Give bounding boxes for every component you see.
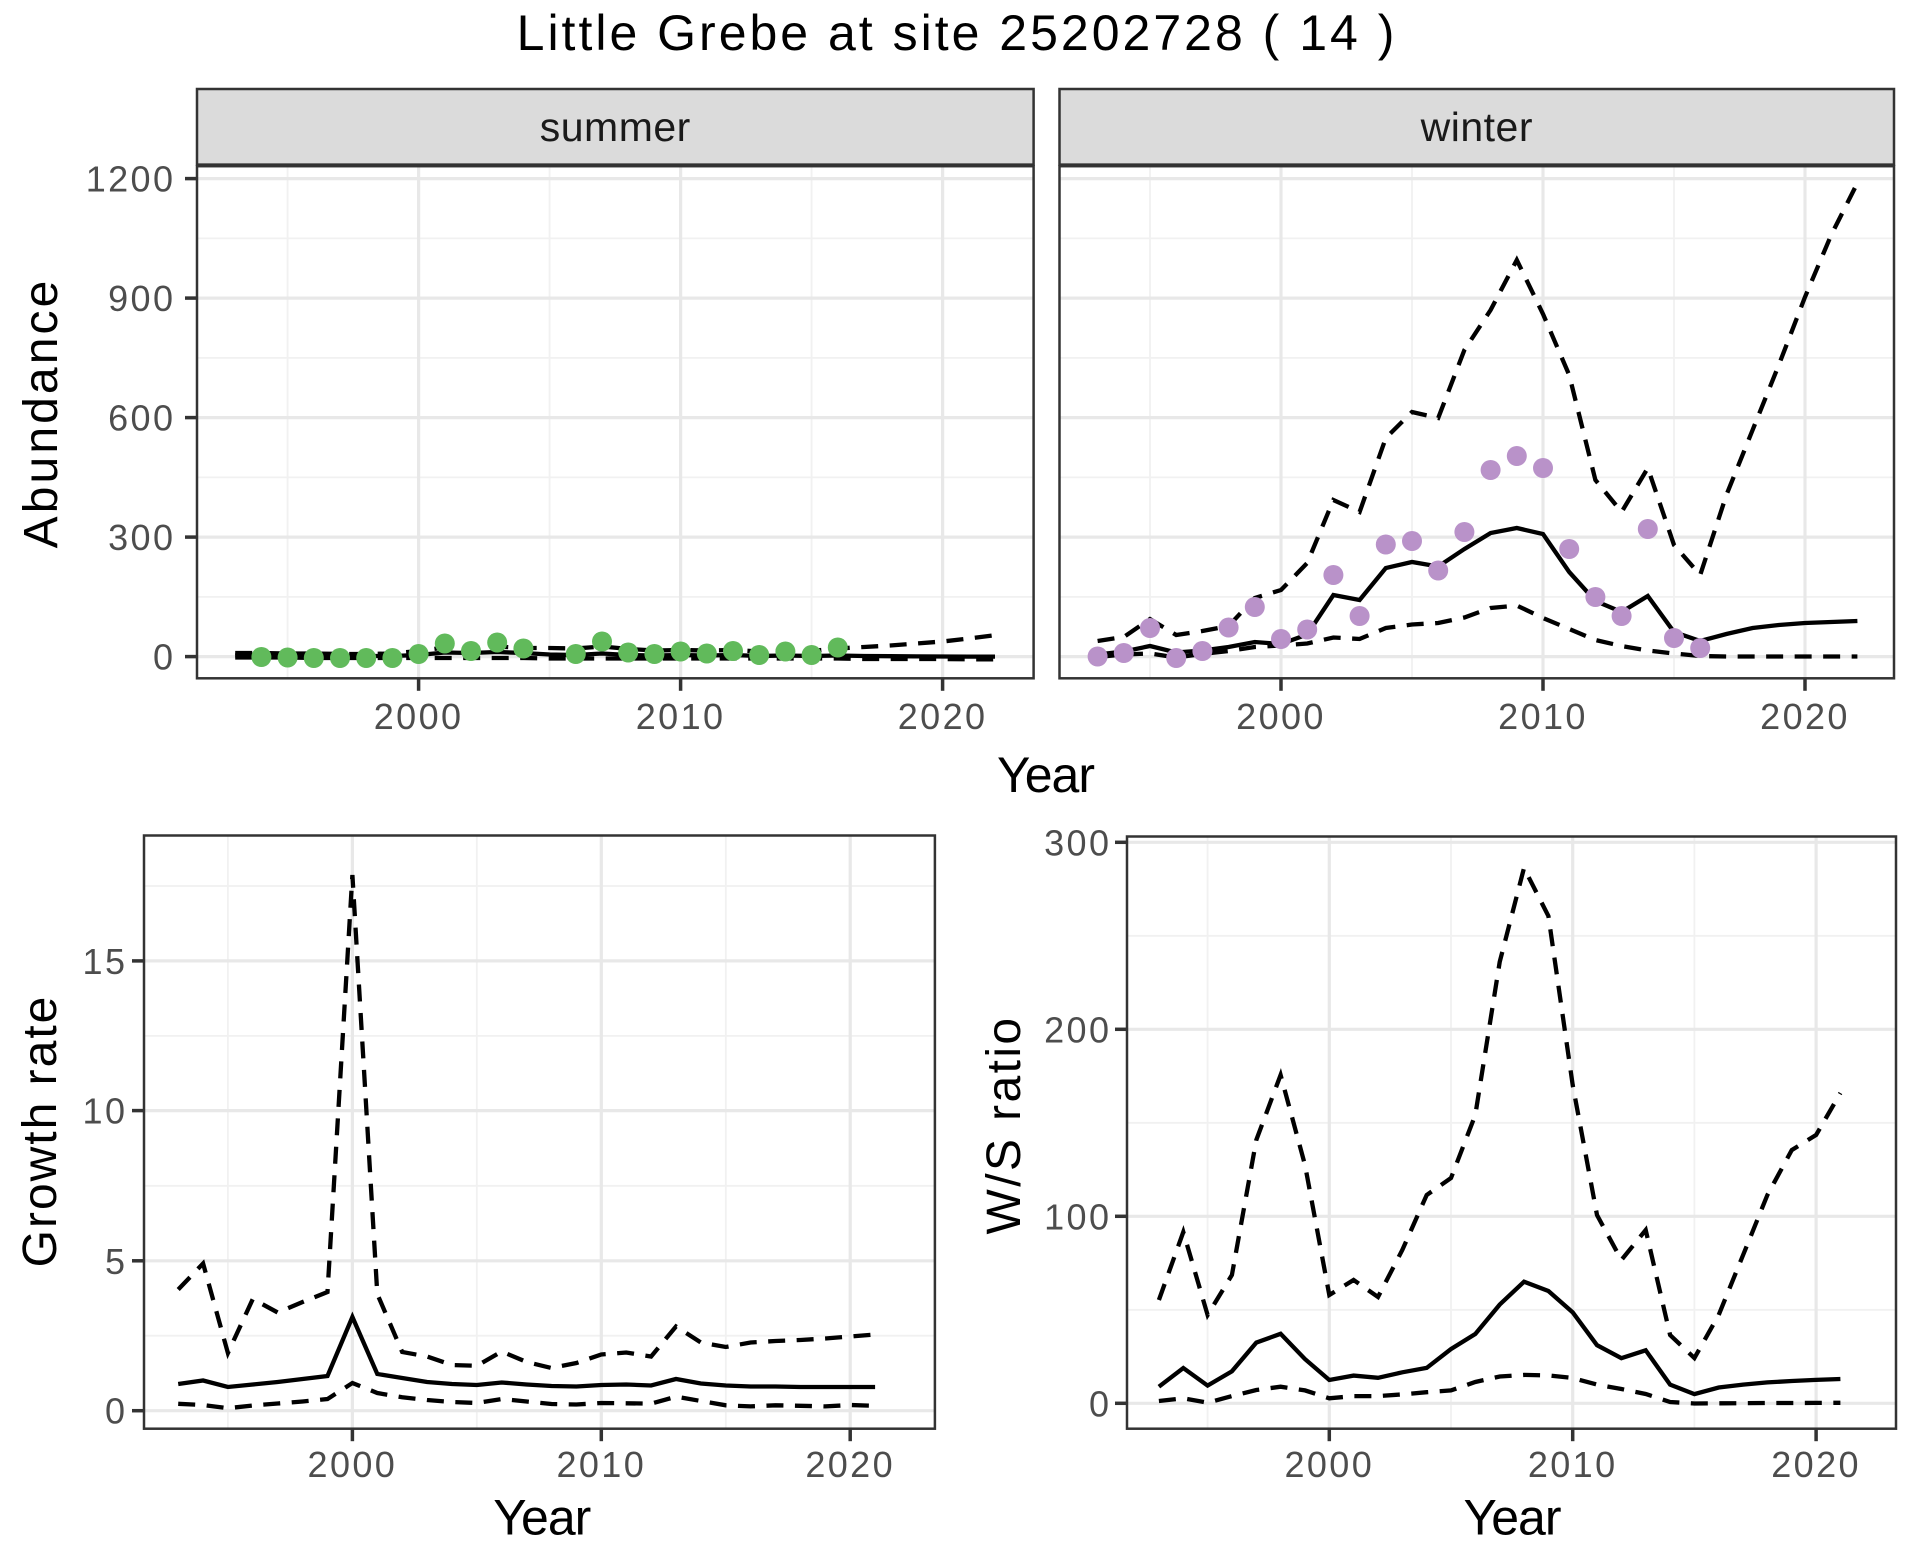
svg-text:300: 300 — [108, 517, 175, 558]
svg-text:Abundance: Abundance — [15, 278, 68, 549]
svg-text:2000: 2000 — [1284, 1444, 1374, 1485]
svg-text:2020: 2020 — [805, 1444, 895, 1485]
svg-text:0: 0 — [1089, 1383, 1109, 1424]
svg-text:0: 0 — [105, 1391, 125, 1432]
svg-text:10: 10 — [83, 1091, 128, 1132]
svg-text:2020: 2020 — [898, 696, 988, 737]
svg-text:2000: 2000 — [1236, 696, 1326, 737]
svg-text:winter: winter — [1420, 104, 1533, 150]
svg-text:2020: 2020 — [1760, 696, 1850, 737]
svg-text:2010: 2010 — [636, 696, 726, 737]
svg-text:100: 100 — [1044, 1196, 1111, 1237]
svg-text:summer: summer — [540, 104, 691, 150]
svg-text:300: 300 — [1044, 822, 1111, 863]
svg-text:Year: Year — [493, 1490, 590, 1546]
svg-text:W/S ratio: W/S ratio — [978, 1016, 1031, 1235]
svg-text:5: 5 — [105, 1241, 125, 1282]
svg-text:Year: Year — [997, 747, 1094, 803]
svg-text:Growth rate: Growth rate — [14, 995, 67, 1268]
svg-text:Little Grebe at site 25202728: Little Grebe at site 25202728 ( 14 ) — [517, 5, 1398, 61]
svg-text:15: 15 — [83, 941, 128, 982]
svg-text:2010: 2010 — [1528, 1444, 1618, 1485]
svg-text:200: 200 — [1044, 1009, 1111, 1050]
svg-text:2000: 2000 — [374, 696, 464, 737]
svg-text:2020: 2020 — [1771, 1444, 1861, 1485]
svg-text:600: 600 — [108, 398, 175, 439]
svg-text:2010: 2010 — [556, 1444, 646, 1485]
svg-text:2010: 2010 — [1498, 696, 1588, 737]
svg-text:2000: 2000 — [308, 1444, 398, 1485]
svg-text:900: 900 — [108, 278, 175, 319]
svg-text:1200: 1200 — [86, 159, 176, 200]
svg-text:0: 0 — [153, 637, 173, 678]
svg-text:Year: Year — [1463, 1490, 1560, 1546]
